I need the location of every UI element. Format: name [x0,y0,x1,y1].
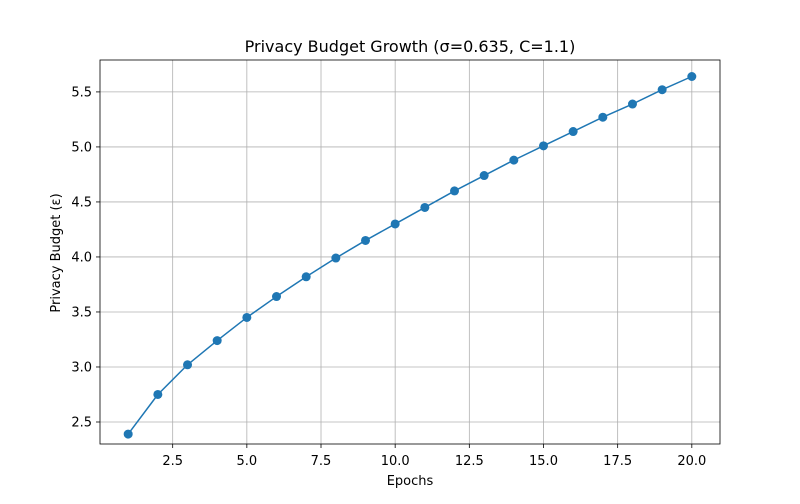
x-tick-label: 20.0 [677,454,706,469]
y-axis-label: Privacy Budget (ε) [49,193,64,312]
data-point [123,429,133,439]
data-point [420,202,430,212]
data-point [449,186,459,196]
y-tick-label: 2.5 [71,415,92,430]
data-point [538,141,548,151]
x-tick-label: 12.5 [455,454,484,469]
data-point [272,292,282,302]
y-tick-label: 4.0 [71,250,92,265]
y-tick-label: 5.0 [71,140,92,155]
series-layer [123,72,697,439]
data-point [627,99,637,109]
data-point [153,389,163,399]
chart-title: Privacy Budget Growth (σ=0.635, C=1.1) [245,37,576,56]
data-point [509,155,519,165]
plot-area-frame [99,59,721,445]
y-tick-label: 5.5 [71,85,92,100]
data-point [361,235,371,245]
grid-lines [100,60,720,444]
series-line [127,75,693,435]
x-tick-label: 5.0 [236,454,257,469]
data-point [242,312,252,322]
x-tick-label: 17.5 [603,454,632,469]
data-point [390,219,400,229]
data-point [331,253,341,263]
data-point [598,112,608,122]
x-tick-label: 15.0 [529,454,558,469]
data-point [568,127,578,137]
data-point [212,336,222,346]
data-point [301,272,311,282]
y-tick-label: 4.5 [71,195,92,210]
x-axis-label: Epochs [387,474,434,489]
data-point [479,171,489,181]
axis-ticks: 2.5 5.0 7.5 10.0 12.5 15.0 17.5 20.0 2.5 3.0 3.5 4.… [71,85,706,469]
y-tick-label: 3.0 [71,360,92,375]
x-tick-label: 7.5 [311,454,332,469]
x-tick-label: 10.0 [381,454,410,469]
data-point [657,85,667,95]
data-point [183,360,193,370]
y-tick-label: 3.5 [71,305,92,320]
data-point [687,72,697,82]
x-tick-label: 2.5 [162,454,183,469]
